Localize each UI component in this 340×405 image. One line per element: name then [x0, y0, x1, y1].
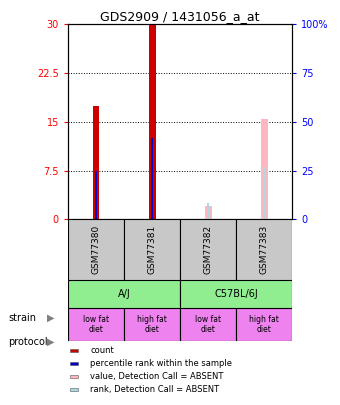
Text: GSM77383: GSM77383 [260, 225, 269, 274]
Text: GSM77382: GSM77382 [204, 225, 213, 274]
Bar [68, 280, 180, 307]
Bar [205, 206, 211, 219]
Bar [124, 307, 180, 341]
Bar [68, 219, 124, 280]
Text: high fat
diet: high fat diet [250, 315, 279, 334]
Bar [180, 280, 292, 307]
Bar [151, 138, 153, 219]
Bar [95, 171, 97, 219]
Bar [70, 388, 78, 391]
Text: GSM77381: GSM77381 [148, 225, 157, 274]
Text: low fat
diet: low fat diet [83, 315, 109, 334]
Text: ▶: ▶ [47, 337, 54, 347]
Bar [180, 219, 236, 280]
Text: strain: strain [8, 313, 36, 323]
Text: C57BL/6J: C57BL/6J [215, 289, 258, 299]
Bar [70, 362, 78, 365]
Text: GSM77380: GSM77380 [91, 225, 101, 274]
Text: rank, Detection Call = ABSENT: rank, Detection Call = ABSENT [90, 385, 220, 394]
Text: value, Detection Call = ABSENT: value, Detection Call = ABSENT [90, 372, 224, 381]
Text: high fat
diet: high fat diet [137, 315, 167, 334]
Title: GDS2909 / 1431056_a_at: GDS2909 / 1431056_a_at [100, 10, 260, 23]
Bar [180, 307, 236, 341]
Bar [68, 307, 124, 341]
Bar [236, 219, 292, 280]
Bar [70, 375, 78, 378]
Text: ▶: ▶ [47, 313, 54, 323]
Bar [93, 106, 99, 219]
Bar [70, 349, 78, 352]
Text: count: count [90, 346, 114, 355]
Text: protocol: protocol [8, 337, 48, 347]
Bar [149, 24, 155, 219]
Bar [261, 119, 268, 219]
Text: percentile rank within the sample: percentile rank within the sample [90, 359, 233, 368]
Bar [124, 219, 180, 280]
Bar [263, 167, 266, 219]
Text: A/J: A/J [118, 289, 131, 299]
Bar [236, 307, 292, 341]
Bar [207, 203, 209, 219]
Text: low fat
diet: low fat diet [195, 315, 221, 334]
